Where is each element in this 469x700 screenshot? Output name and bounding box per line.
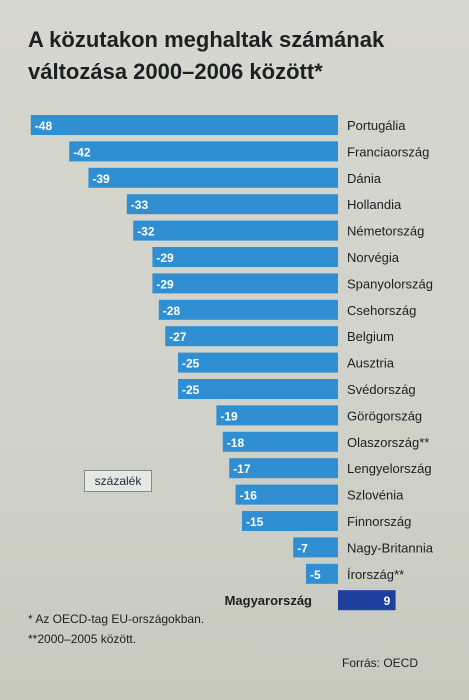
bar [165,326,338,347]
bar-value-label: -27 [169,330,187,344]
bar [178,352,338,373]
category-label: Görögország [347,408,422,423]
bar-value-label: -7 [297,541,308,555]
source-note: Forrás: OECD [342,656,419,670]
category-label: Szlovénia [347,488,404,503]
bar [126,194,338,215]
bar [229,458,338,479]
category-label: Franciaország [347,144,429,159]
category-label: Finnország [347,514,411,529]
bar-value-label: -18 [227,436,245,450]
footnote-2: **2000–2005 között. [28,632,137,646]
bar [133,220,338,241]
category-label: Svédország [347,382,416,397]
bar [338,590,396,611]
category-label: Írország** [347,567,404,582]
category-label: Magyarország [225,593,312,608]
bar [293,537,338,558]
bar-value-label: -5 [310,568,321,582]
bar [242,511,338,531]
unit-label: százalék [84,470,152,492]
bar-value-label: -28 [163,304,181,318]
bar-value-label: -19 [220,409,238,423]
bar-value-label: -32 [137,225,155,239]
bar [178,379,338,399]
bar-value-label: -15 [246,515,264,529]
bar [216,405,338,426]
bar [88,167,339,188]
bar-value-label: -39 [92,172,110,186]
bar-value-label: -25 [182,357,200,371]
category-label: Hollandia [347,197,402,212]
bar [69,141,338,162]
category-label: Belgium [347,329,394,344]
bar-value-label: -33 [131,198,149,212]
bar-value-label: -17 [233,462,251,476]
bar [158,299,338,320]
category-label: Nagy-Britannia [347,540,434,555]
bar [30,115,339,135]
category-label: Németország [347,224,424,239]
category-label: Olaszország** [347,435,429,450]
category-label: Portugália [347,118,406,133]
bar [235,484,338,505]
category-label: Lengyelország [347,461,432,476]
category-label: Dánia [347,171,382,186]
bar-value-label: -25 [182,383,200,397]
bar [306,563,338,584]
bar-value-label: -29 [156,251,174,265]
category-label: Norvégia [347,250,400,265]
bar-value-label: 9 [384,594,391,608]
chart-title: A közutakon meghaltak számának változása… [28,27,385,84]
bar-value-label: -42 [73,145,91,159]
category-label: Spanyolország [347,276,433,291]
bar-value-label: -16 [240,489,258,503]
category-label: Csehország [347,303,416,318]
bar [152,273,338,294]
bar [222,431,338,452]
bar-value-label: -29 [156,277,174,291]
bar-value-label: -48 [35,119,53,133]
category-label: Ausztria [347,356,395,371]
footnote-1: * Az OECD-tag EU-országokban. [28,612,205,626]
bar [152,247,338,267]
